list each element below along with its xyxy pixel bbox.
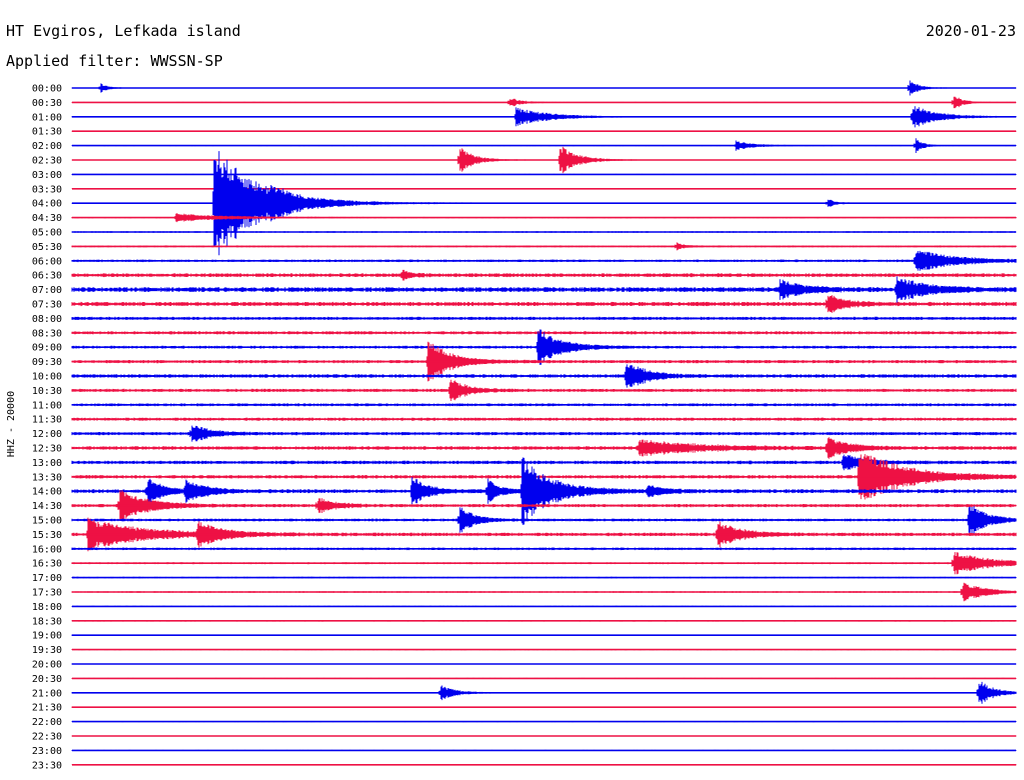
- row-time-label: 09:00: [32, 343, 62, 354]
- row-time-label: 21:30: [32, 703, 62, 714]
- row-time-label: 10:00: [32, 372, 62, 383]
- row-time-label: 20:30: [32, 674, 62, 685]
- row-time-label: 02:30: [32, 156, 62, 167]
- row-time-label: 13:30: [32, 472, 62, 483]
- row-time-label: 11:30: [32, 415, 62, 426]
- row-time-label: 01:30: [32, 127, 62, 138]
- row-time-label: 07:00: [32, 285, 62, 296]
- row-time-label: 20:00: [32, 660, 62, 671]
- row-time-label: 16:30: [32, 559, 62, 570]
- channel-label: HHZ - 20000: [6, 391, 17, 457]
- row-time-label: 08:30: [32, 328, 62, 339]
- row-time-label: 08:00: [32, 314, 62, 325]
- row-time-label: 13:00: [32, 458, 62, 469]
- row-time-label: 19:30: [32, 645, 62, 656]
- row-time-label: 23:30: [32, 760, 62, 771]
- date-label: 2020-01-23: [926, 22, 1016, 40]
- row-time-label: 02:00: [32, 141, 62, 152]
- row-time-label: 17:30: [32, 588, 62, 599]
- row-time-label: 03:00: [32, 170, 62, 181]
- row-time-label: 05:30: [32, 242, 62, 253]
- row-time-label: 04:30: [32, 213, 62, 224]
- row-time-label: 06:00: [32, 256, 62, 267]
- row-time-label: 18:00: [32, 602, 62, 613]
- row-time-label: 00:00: [32, 84, 62, 95]
- row-time-label: 01:00: [32, 112, 62, 123]
- row-time-label: 14:30: [32, 501, 62, 512]
- row-time-label: 12:00: [32, 429, 62, 440]
- row-time-label: 03:30: [32, 184, 62, 195]
- row-time-label: 21:00: [32, 688, 62, 699]
- row-time-label: 10:30: [32, 386, 62, 397]
- row-time-label: 00:30: [32, 98, 62, 109]
- row-time-label: 11:00: [32, 400, 62, 411]
- row-time-label: 15:30: [32, 530, 62, 541]
- row-time-label: 12:30: [32, 444, 62, 455]
- row-time-label: 15:00: [32, 516, 62, 527]
- row-time-label: 18:30: [32, 616, 62, 627]
- station-title: HT Evgiros, Lefkada island: [6, 22, 241, 40]
- row-time-label: 17:00: [32, 573, 62, 584]
- row-time-label: 06:30: [32, 271, 62, 282]
- row-time-label: 23:00: [32, 746, 62, 757]
- filter-label: Applied filter: WWSSN-SP: [6, 52, 223, 70]
- row-time-label: 09:30: [32, 357, 62, 368]
- row-time-label: 19:00: [32, 631, 62, 642]
- row-time-label: 16:00: [32, 544, 62, 555]
- trace-rows: 00:00 00:30 01:00 01:30 02:00 02:30 03:00 03:30…: [32, 80, 1017, 771]
- row-time-label: 07:30: [32, 300, 62, 311]
- row-time-label: 22:00: [32, 717, 62, 728]
- row-time-label: 22:30: [32, 732, 62, 743]
- row-time-label: 04:00: [32, 199, 62, 210]
- row-time-label: 14:00: [32, 487, 62, 498]
- row-time-label: 05:00: [32, 228, 62, 239]
